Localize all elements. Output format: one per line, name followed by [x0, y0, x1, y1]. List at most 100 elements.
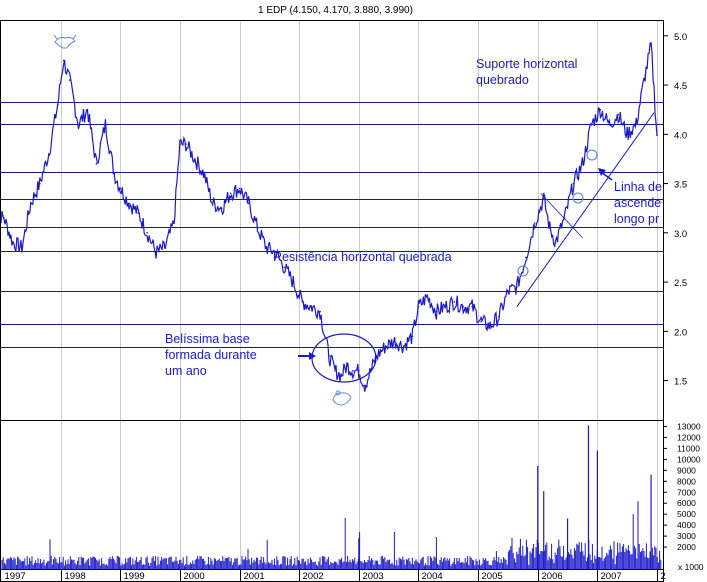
- price-point: [179, 143, 181, 145]
- price-point: [635, 123, 637, 126]
- volume-tick-label: 7000: [677, 487, 696, 497]
- price-point: [554, 241, 557, 244]
- y-axis-volume: 2000300040005000600070008000900010000110…: [663, 421, 701, 552]
- arrow-right-icon: [298, 352, 316, 360]
- price-point: [220, 207, 223, 209]
- price-point: [128, 202, 130, 205]
- volume-tick-label: 6000: [677, 498, 696, 508]
- price-point: [498, 315, 500, 318]
- y-tick-label: 5.0: [674, 32, 687, 43]
- y-tick-label: 2.5: [674, 278, 687, 289]
- price-point: [155, 251, 157, 254]
- annotation-trend-line3: longo pr: [614, 212, 659, 226]
- x-tick-label: 1999: [124, 571, 145, 582]
- price-point: [319, 310, 321, 313]
- price-point: [534, 222, 536, 224]
- price-point: [328, 355, 330, 357]
- price-point: [402, 345, 405, 347]
- volume-tick-label: 2000: [677, 542, 696, 552]
- volume-tick-label: 3000: [677, 531, 696, 541]
- price-point: [62, 59, 65, 62]
- price-point: [86, 108, 89, 111]
- price-point: [507, 291, 509, 293]
- price-point: [626, 133, 628, 136]
- price-point: [30, 202, 32, 205]
- volume-bars: [1, 425, 662, 569]
- grid: [61, 21, 658, 569]
- x-tick-label: 2000: [184, 571, 205, 582]
- trend-touch-marker: [586, 149, 598, 161]
- price-point: [581, 163, 584, 165]
- volume-tick-label: 10000: [677, 454, 701, 464]
- annotation-trend-line1: Linha de: [614, 180, 662, 194]
- price-point: [211, 202, 214, 205]
- x-tick-label: 2004: [422, 571, 443, 582]
- price-point: [283, 266, 286, 269]
- x-tick-label: 2001: [244, 571, 265, 582]
- price-point: [525, 256, 527, 259]
- price-point: [334, 369, 336, 372]
- x-tick-label: 2: [661, 571, 666, 582]
- price-point: [542, 197, 545, 200]
- price-point: [21, 246, 23, 249]
- x-axis: 1997 1998 1999 2000 2001 2002 2003 2004 2005 2006…: [5, 569, 666, 582]
- volume-tick-label: 13000: [677, 421, 701, 431]
- price-point: [256, 227, 259, 229]
- price-point: [393, 340, 396, 343]
- annotation-base-line2: formada durante: [165, 348, 257, 362]
- y-tick-label: 3.0: [674, 229, 687, 240]
- x-tick-label: 2005: [482, 571, 503, 582]
- price-point: [444, 305, 447, 308]
- price-point: [164, 246, 166, 249]
- price-point: [453, 301, 456, 303]
- price-point: [352, 369, 354, 372]
- price-point: [358, 369, 360, 372]
- price-point: [471, 305, 474, 308]
- price-point: [301, 301, 304, 303]
- price-point: [274, 251, 277, 254]
- price-point: [56, 103, 59, 106]
- price-point: [95, 163, 98, 165]
- price-point: [411, 335, 414, 338]
- price-point: [77, 123, 80, 126]
- price-point: [548, 227, 551, 229]
- annotation-trend-line2: ascende: [614, 196, 661, 210]
- price-point: [364, 384, 366, 387]
- price-point: [238, 187, 241, 190]
- trend-touch-marker: [517, 265, 529, 277]
- price-point: [146, 232, 148, 234]
- price-point: [3, 217, 5, 219]
- price-series: [0, 41, 658, 392]
- price-point: [310, 305, 312, 308]
- annotation-resistance: Resistência horizontal quebrada: [273, 250, 452, 264]
- price-point: [644, 74, 646, 76]
- price-point: [617, 113, 620, 116]
- y-tick-label: 1.5: [674, 377, 687, 388]
- x-tick-label: 2003: [363, 571, 384, 582]
- price-point: [229, 192, 232, 195]
- x-tick-label: 1997: [5, 571, 26, 582]
- volume-tick-label: 8000: [677, 476, 696, 486]
- volume-tick-label: 11000: [677, 443, 700, 453]
- bear-icon: [332, 390, 352, 406]
- price-point: [656, 134, 658, 137]
- price-point: [590, 123, 593, 126]
- y-tick-label: 2.0: [674, 327, 687, 338]
- volume-tick-label: 5000: [677, 509, 696, 519]
- annotation-support-line2: quebrado: [476, 73, 529, 87]
- y-tick-label: 4.5: [674, 81, 687, 92]
- price-point: [119, 187, 122, 190]
- arrow-up-left-icon: [598, 168, 613, 181]
- trend-touch-marker: [572, 192, 584, 204]
- price-point: [462, 305, 465, 308]
- bull-icon: [53, 34, 77, 49]
- price-point: [137, 212, 139, 214]
- price-point: [104, 123, 107, 126]
- volume-tick-label: 12000: [677, 432, 701, 442]
- x-tick-label: 2007: [601, 571, 622, 582]
- price-panel-frame: [0, 20, 664, 421]
- annotation-base-line1: Belíssima base: [165, 332, 250, 346]
- base-highlight-circle: [311, 333, 377, 383]
- price-point: [384, 345, 387, 347]
